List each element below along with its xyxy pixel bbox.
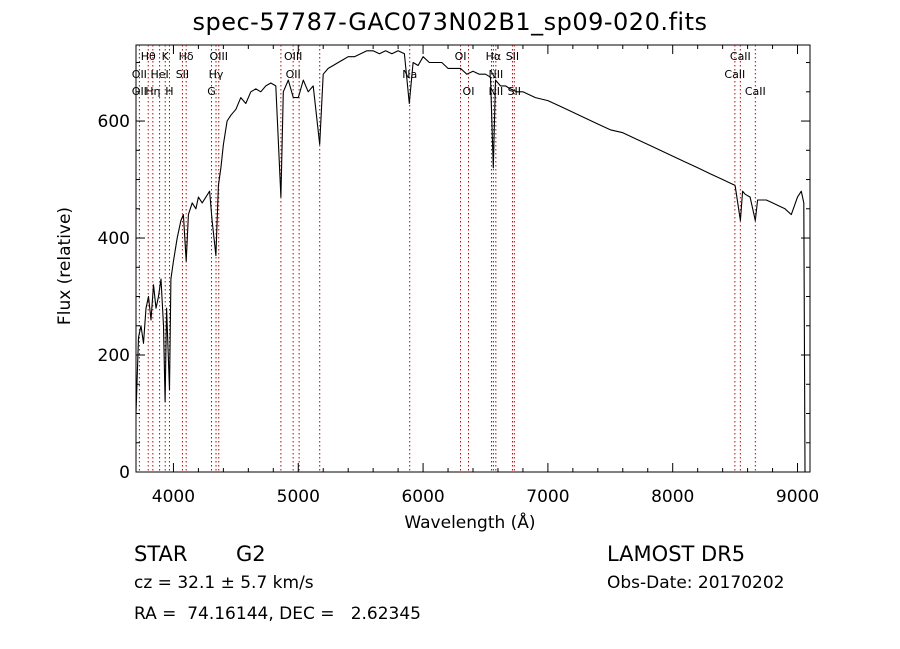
x-tick-label: 6000 <box>401 487 444 507</box>
marker-label: H <box>165 85 173 98</box>
y-tick-label: 0 <box>119 463 130 483</box>
marker-label: OIII <box>210 50 228 63</box>
y-axis-label: Flux (relative) <box>55 207 75 325</box>
marker-label: SII <box>176 68 189 81</box>
marker-label: NII <box>488 68 503 81</box>
marker-label: Hα <box>486 50 502 63</box>
chart-title: spec-57787-GAC073N02B1_sp09-020.fits <box>192 8 708 36</box>
spectral-line-markers <box>138 45 756 472</box>
marker-label: CaII <box>724 68 745 81</box>
x-tick-label: 4000 <box>152 487 195 507</box>
x-tick-label: 7000 <box>526 487 569 507</box>
marker-label: OIII <box>284 50 302 63</box>
marker-label: OII <box>286 68 301 81</box>
marker-label: CaII <box>730 50 751 63</box>
marker-label: G <box>207 85 216 98</box>
marker-label: Hγ <box>209 68 224 81</box>
marker-label: Hθ <box>141 50 156 63</box>
marker-label: OI <box>455 50 467 63</box>
x-axis-label: Wavelength (Å) <box>404 511 535 533</box>
marker-label: SII <box>506 50 519 63</box>
y-tick-label: 200 <box>98 346 130 366</box>
marker-label: K <box>162 50 170 63</box>
marker-label: SII <box>508 85 521 98</box>
survey-name: LAMOST DR5 <box>607 542 746 566</box>
object-subclass: G2 <box>236 542 266 566</box>
marker-label: NII <box>488 85 503 98</box>
marker-label: Hη <box>145 85 160 98</box>
x-axis: 4000 5000 6000 7000 8000 9000 <box>152 45 819 507</box>
x-tick-label: 9000 <box>776 487 819 507</box>
object-class: STAR <box>134 542 188 566</box>
plot-frame <box>135 44 811 473</box>
spectrum-series <box>135 50 806 473</box>
marker-label: HeI <box>150 68 168 81</box>
marker-label: CaII <box>745 85 766 98</box>
x-tick-label: 5000 <box>277 487 320 507</box>
marker-label: Na <box>402 68 417 81</box>
marker-label: OII <box>132 68 147 81</box>
y-tick-label: 400 <box>98 229 130 249</box>
marker-label: Hδ <box>179 50 194 63</box>
x-tick-label: 8000 <box>651 487 694 507</box>
y-tick-label: 600 <box>98 112 130 132</box>
y-axis: 0 200 400 600 <box>98 62 810 483</box>
coordinates: RA = 74.16144, DEC = 2.62345 <box>134 604 421 624</box>
redshift-readout: cz = 32.1 ± 5.7 km/s <box>134 573 314 593</box>
obs-date: Obs-Date: 20170202 <box>607 573 785 593</box>
marker-label: OI <box>463 85 475 98</box>
series-group <box>135 50 806 473</box>
